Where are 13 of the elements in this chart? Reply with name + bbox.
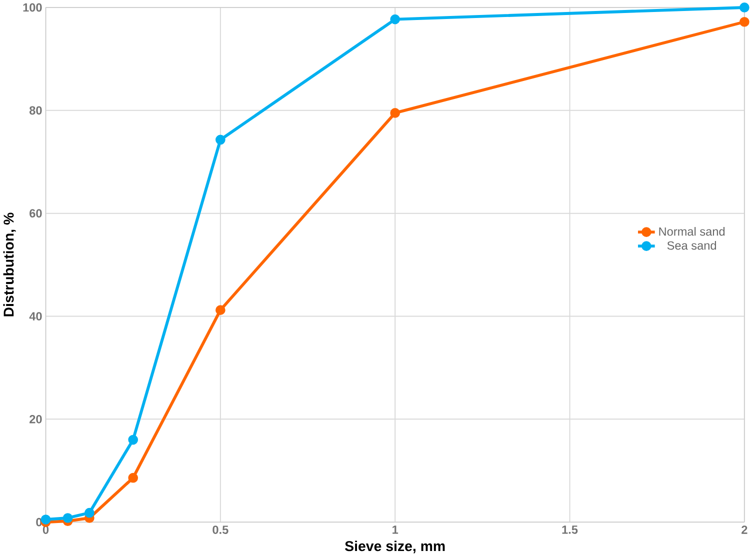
- y-tick-label: 20: [30, 415, 42, 424]
- legend-label: Sea sand: [667, 241, 716, 250]
- x-tick-label: 0.5: [212, 526, 228, 534]
- y-tick-label: 80: [29, 106, 42, 115]
- x-tick-label: 1: [392, 526, 398, 534]
- legend-label: Normal sand: [659, 227, 725, 236]
- y-tick-label: 60: [30, 209, 42, 218]
- y-tick-label: 100: [23, 4, 42, 12]
- x-axis-title: Sieve size, mm: [345, 540, 445, 554]
- x-tick-label: 1.5: [562, 526, 578, 534]
- y-tick-label: 40: [29, 312, 42, 321]
- x-tick-label: 2: [742, 526, 748, 534]
- y-axis-title: Distrubution, %: [3, 212, 16, 317]
